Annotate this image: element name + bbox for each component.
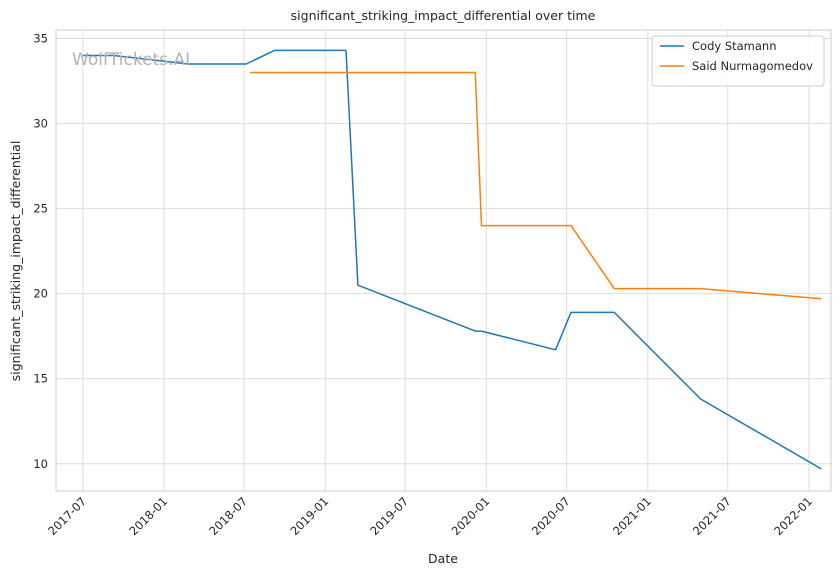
x-tick-label: 2022-01 [771,494,815,538]
x-tick-label: 2020-07 [529,494,573,538]
x-axis-label: Date [428,551,458,566]
legend: Cody Stamann Said Nurmagomedov [651,35,825,87]
x-tick-label: 2018-01 [126,494,170,538]
series-line-1 [82,49,822,470]
y-tick-label: 25 [33,202,48,216]
y-tick-label: 15 [33,372,48,386]
y-tick-label: 35 [33,32,48,46]
plot-frame [55,29,832,492]
y-tick-label: 10 [33,457,48,471]
x-tick-label: 2019-01 [287,494,331,538]
x-tick-label: 2019-07 [367,494,411,538]
legend-label: Said Nurmagomedov [692,59,813,73]
x-tick-label: 2018-07 [206,494,250,538]
x-tick-label: 2021-01 [610,494,654,538]
x-tick-label: 2017-07 [45,494,89,538]
series-line-2 [249,71,822,300]
y-tick-label: 30 [33,117,48,131]
legend-box [651,35,825,87]
legend-label: Cody Stamann [692,39,777,53]
y-tick-label: 20 [33,287,48,301]
x-tick-label: 2020-01 [449,494,493,538]
y-axis-label: significant_striking_impact_differential [8,141,23,382]
x-tick-label: 2021-07 [690,494,734,538]
watermark: WolfTickets.AI [72,50,190,70]
chart-title: significant_striking_impact_differential… [291,8,596,23]
